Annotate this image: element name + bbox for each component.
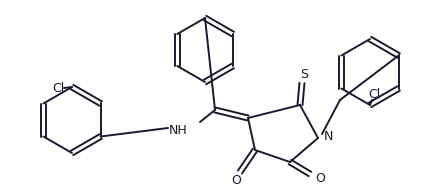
Text: N: N (323, 129, 333, 142)
Text: NH: NH (169, 125, 187, 138)
Text: Cl: Cl (368, 88, 380, 101)
Text: O: O (315, 172, 325, 185)
Text: Cl: Cl (52, 83, 64, 96)
Text: S: S (300, 67, 308, 80)
Text: O: O (231, 175, 241, 188)
